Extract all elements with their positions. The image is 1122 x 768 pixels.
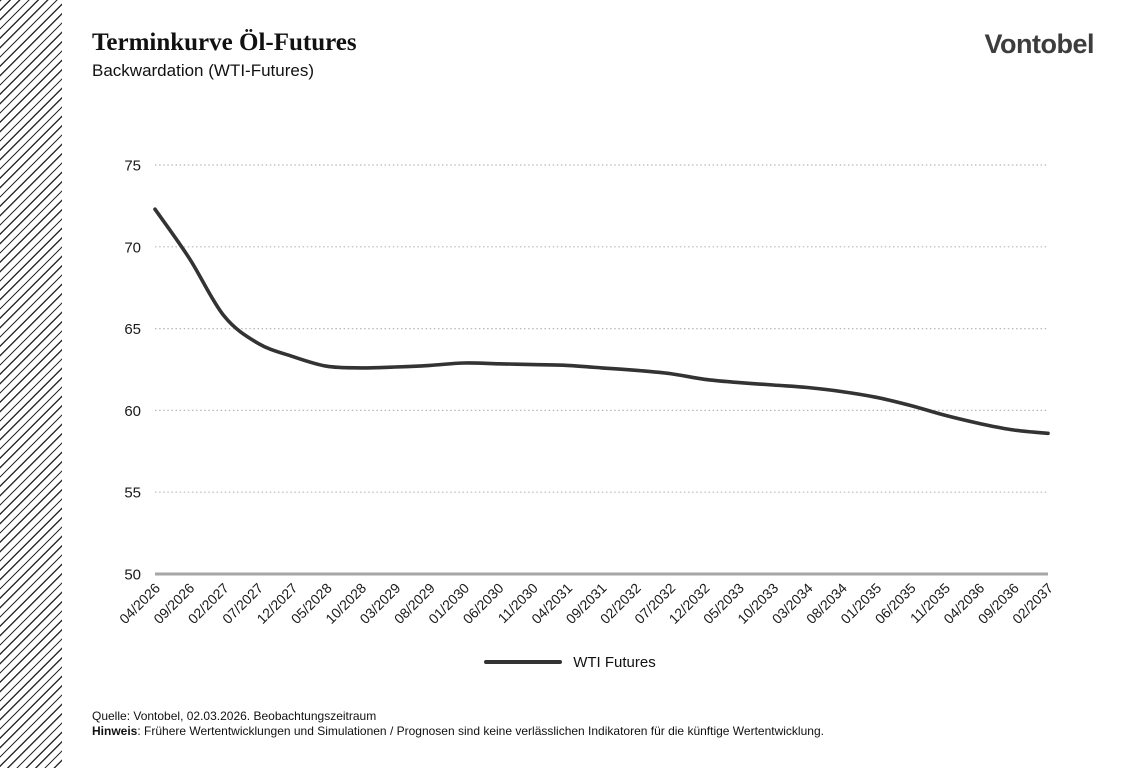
chart-footer: Quelle: Vontobel, 02.03.2026. Beobachtun… bbox=[92, 709, 824, 738]
x-axis-tick-labels: 04/202609/202602/202707/202712/202705/20… bbox=[116, 580, 1056, 627]
y-tick-label: 60 bbox=[124, 403, 141, 420]
chart-legend: WTI Futures bbox=[92, 651, 1048, 673]
wti-futures-series-line bbox=[153, 207, 1050, 436]
legend-label: WTI Futures bbox=[573, 653, 656, 671]
gridlines bbox=[155, 164, 1048, 576]
left-hatch-decoration bbox=[0, 0, 62, 768]
y-tick-label: 75 bbox=[124, 158, 141, 175]
y-tick-label: 70 bbox=[124, 239, 141, 256]
page-subtitle: Backwardation (WTI-Futures) bbox=[92, 61, 314, 80]
chart-header: Terminkurve Öl-Futures Backwardation (WT… bbox=[92, 28, 357, 81]
disclaimer-note: Hinweis: Frühere Wertentwicklungen und S… bbox=[92, 724, 824, 739]
y-tick-label: 65 bbox=[124, 321, 141, 338]
y-tick-label: 50 bbox=[124, 567, 141, 584]
y-tick-label: 55 bbox=[124, 485, 141, 502]
legend-line-sample bbox=[484, 660, 563, 664]
page-title: Terminkurve Öl-Futures bbox=[92, 29, 357, 56]
y-axis-tick-labels: 50 55 60 65 70 75 bbox=[124, 158, 141, 584]
vontobel-logo: Vontobel bbox=[984, 29, 1095, 59]
disclaimer-text: : Frühere Wertentwicklungen und Simulati… bbox=[137, 723, 824, 738]
source-note: Quelle: Vontobel, 02.03.2026. Beobachtun… bbox=[92, 709, 377, 723]
disclaimer-label: Hinweis bbox=[92, 723, 138, 738]
